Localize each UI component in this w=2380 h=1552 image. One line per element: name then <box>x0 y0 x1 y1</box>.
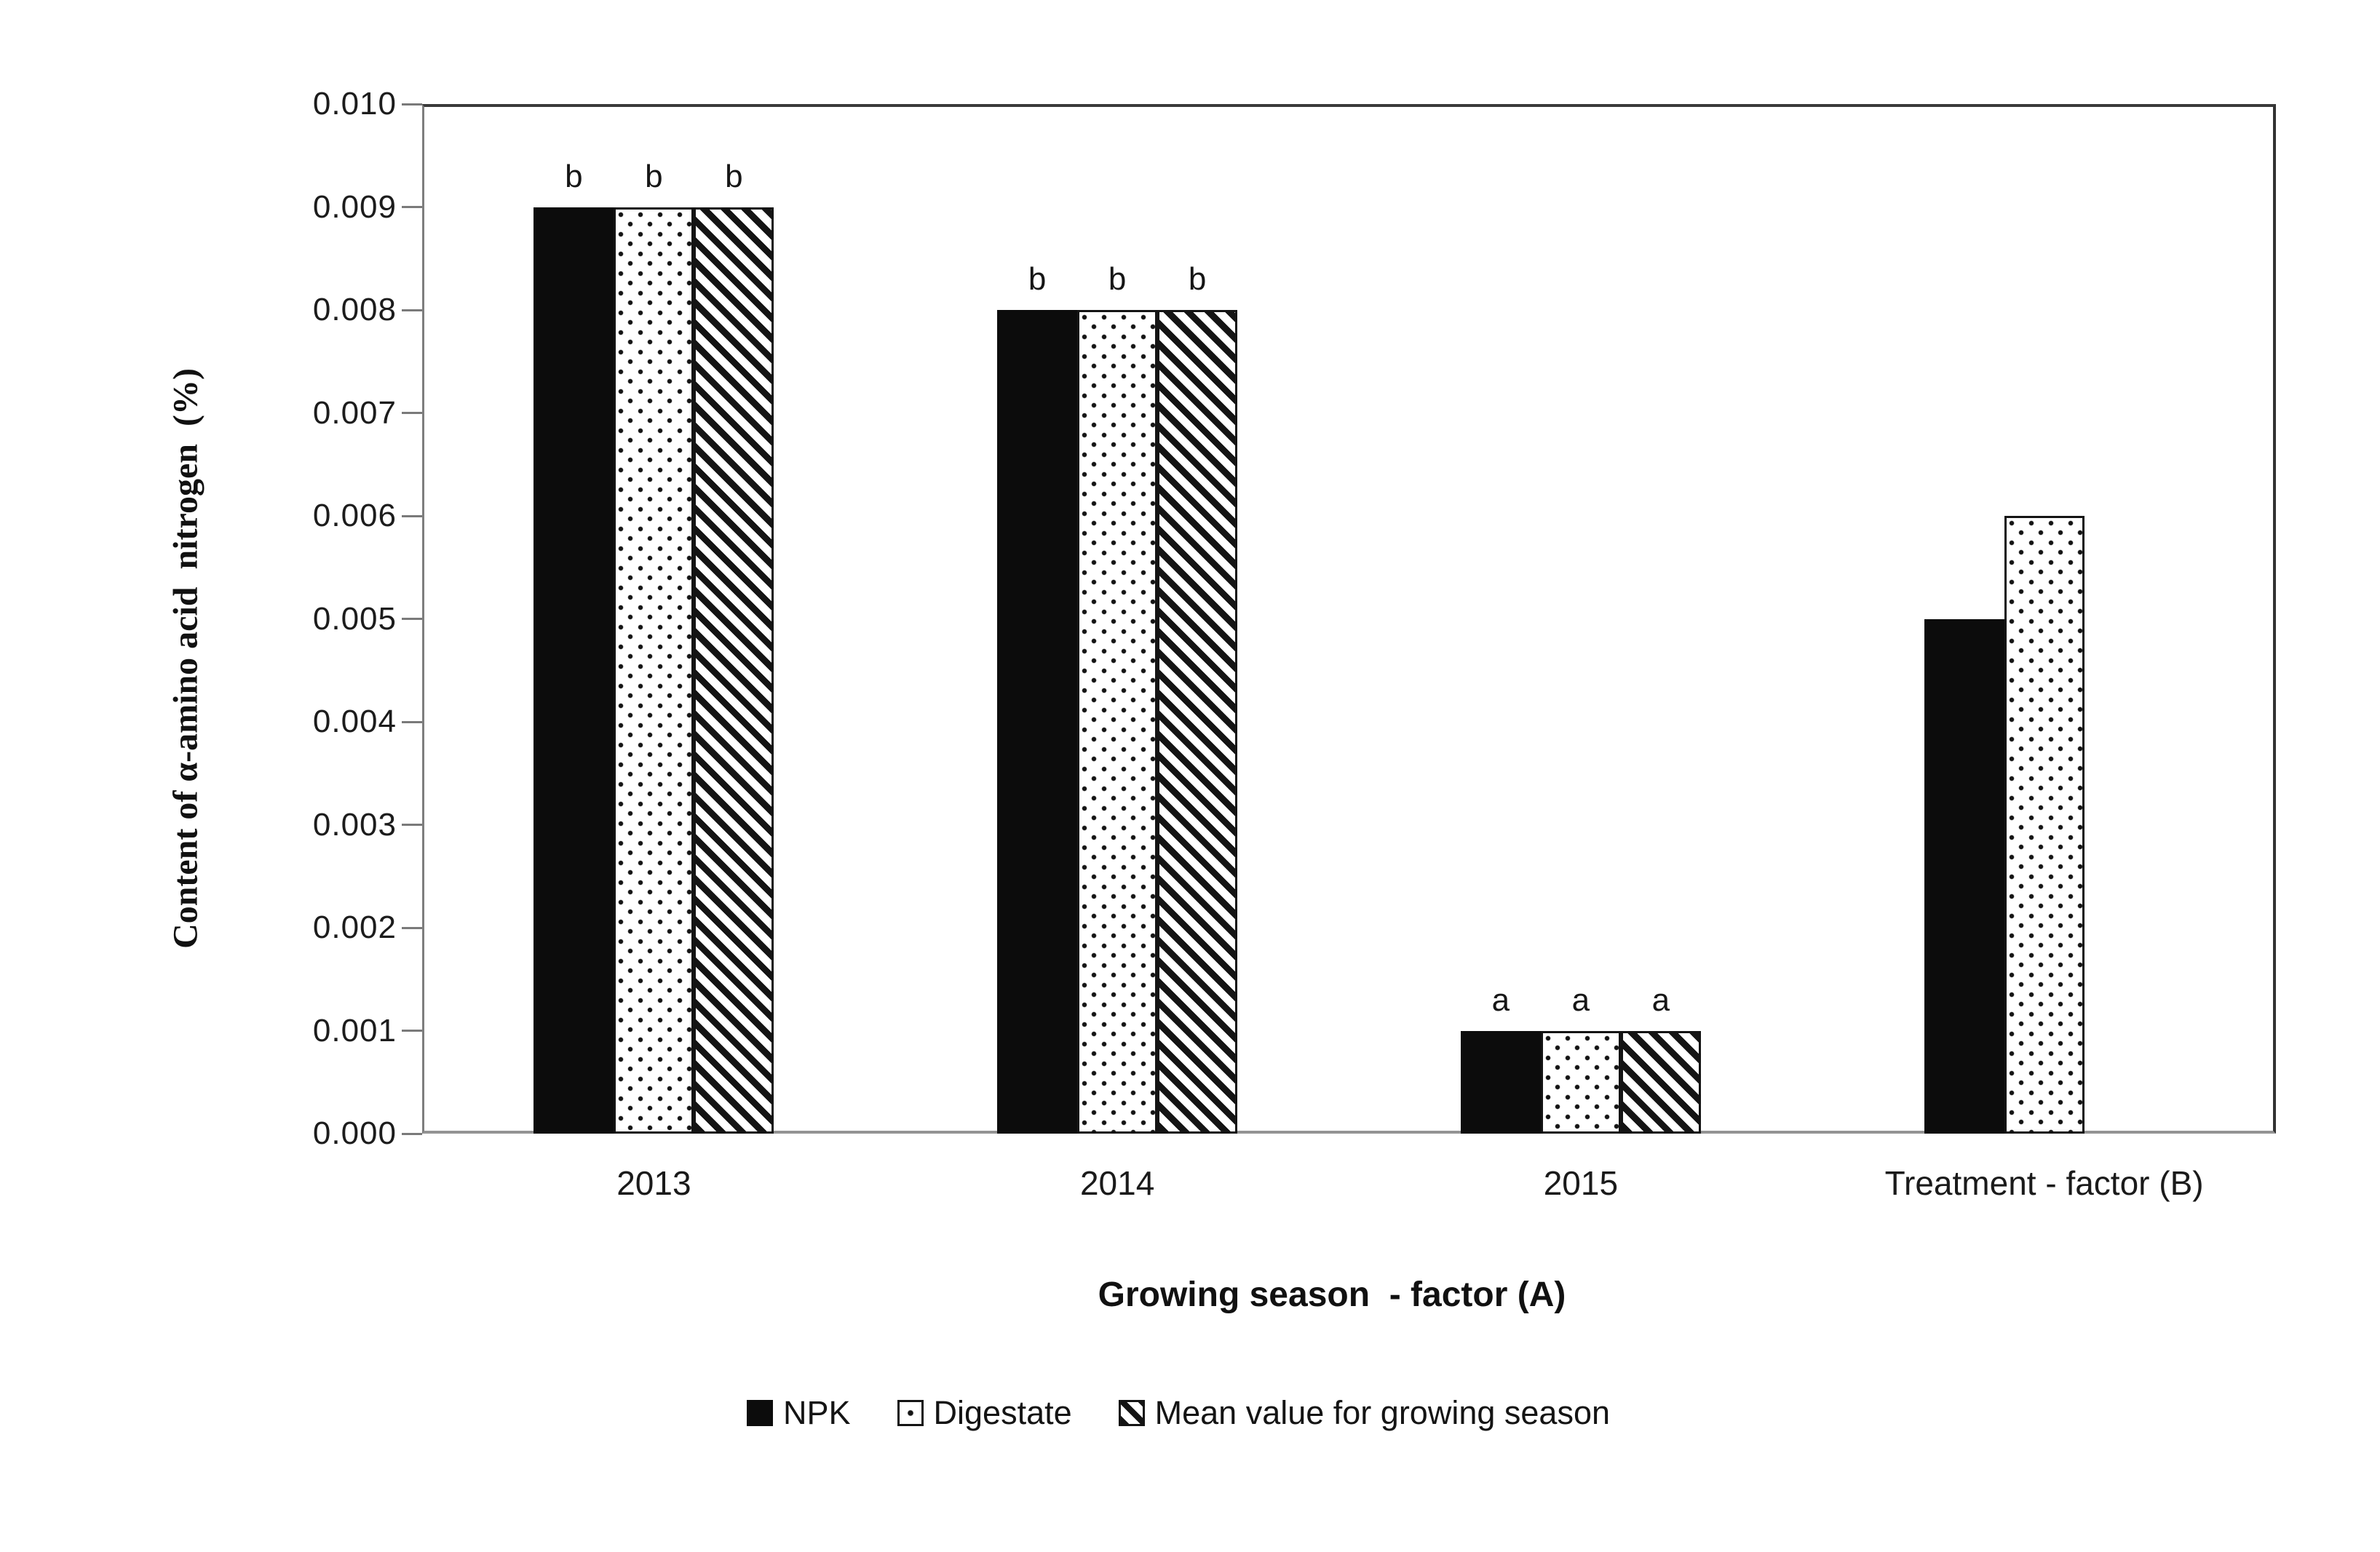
legend: NPK Digestate Mean value for growing seaso… <box>746 1394 1611 1432</box>
bar-digestate-treatment-factor-b <box>2004 516 2085 1134</box>
y-tick-mark <box>402 1132 422 1135</box>
significance-letter: a <box>1651 982 1670 1018</box>
y-tick-label: 0.007 <box>312 394 397 431</box>
y-tick-mark <box>402 514 422 517</box>
bar-npk-treatment-factor-b <box>1924 618 2004 1134</box>
legend-item-digestate: Digestate <box>897 1394 1072 1432</box>
bar-digestate-2014 <box>1077 310 1158 1134</box>
x-category-label: Treatment - factor (B) <box>1884 1164 2204 1202</box>
legend-label: Digestate <box>933 1394 1072 1431</box>
significance-letter: b <box>1028 261 1047 297</box>
y-tick-label: 0.003 <box>312 806 397 843</box>
significance-letter: a <box>1491 982 1510 1018</box>
legend-swatch-dots-icon <box>897 1400 924 1426</box>
y-tick-mark <box>402 926 422 929</box>
y-tick-label: 0.006 <box>312 498 397 533</box>
x-axis-title: Growing season - factor (A) <box>1098 1276 1566 1314</box>
y-tick-label: 0.008 <box>312 292 397 327</box>
legend-label: NPK <box>782 1394 851 1431</box>
bar-digestate-2015 <box>1540 1030 1621 1134</box>
bar-npk-2015 <box>1460 1030 1541 1134</box>
x-category-label: 2013 <box>616 1164 691 1202</box>
legend-swatch-hatch-icon <box>1118 1400 1145 1426</box>
y-tick-label: 0.005 <box>312 600 397 637</box>
y-tick-label: 0.001 <box>312 1012 397 1048</box>
bar-npk-2013 <box>533 207 614 1134</box>
y-tick-mark <box>402 103 422 106</box>
bar-digestate-2013 <box>614 207 694 1134</box>
x-category-label: 2014 <box>1079 1164 1155 1202</box>
y-axis-title: Content of α-amino acid nitrogen (%) <box>166 368 205 949</box>
significance-letter: b <box>1108 261 1127 297</box>
legend-item-mean-value-for-growing-season: Mean value for growing season <box>1118 1394 1611 1432</box>
y-tick-mark <box>402 1030 422 1032</box>
significance-letter: a <box>1571 982 1590 1018</box>
significance-letter: b <box>565 158 583 194</box>
y-tick-label: 0.004 <box>312 704 397 739</box>
legend-item-npk: NPK <box>746 1394 851 1432</box>
bar-npk-2014 <box>997 310 1078 1134</box>
legend-swatch-solid-icon <box>746 1400 773 1426</box>
bar-mean-value-for-growing-season-2013 <box>694 207 774 1134</box>
y-tick-mark <box>402 720 422 723</box>
significance-letter: b <box>645 158 663 194</box>
y-tick-mark <box>402 206 422 208</box>
significance-letter: b <box>1188 261 1207 297</box>
y-tick-label: 0.000 <box>312 1115 397 1151</box>
y-tick-mark <box>402 412 422 414</box>
y-tick-label: 0.002 <box>312 910 397 945</box>
bar-mean-value-for-growing-season-2014 <box>1157 310 1238 1134</box>
y-tick-mark <box>402 618 422 620</box>
x-category-label: 2015 <box>1543 1164 1619 1202</box>
legend-label: Mean value for growing season <box>1154 1394 1611 1431</box>
bar-mean-value-for-growing-season-2015 <box>1620 1030 1701 1134</box>
y-tick-label: 0.009 <box>312 188 397 225</box>
y-tick-mark <box>402 309 422 311</box>
y-tick-label: 0.010 <box>312 86 397 122</box>
y-tick-mark <box>402 824 422 826</box>
significance-letter: b <box>725 158 743 194</box>
